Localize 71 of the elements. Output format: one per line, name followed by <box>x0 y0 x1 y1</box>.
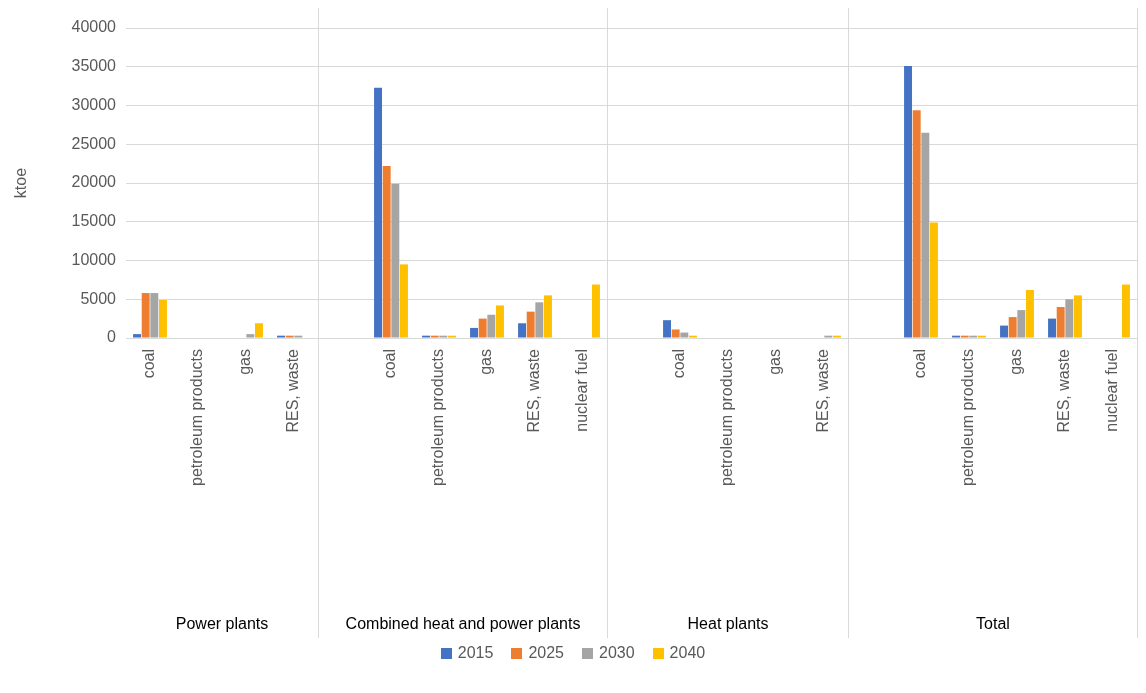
bar <box>1025 289 1034 338</box>
bar <box>141 293 150 338</box>
x-axis-title: Heat plants <box>687 614 769 632</box>
bar <box>374 87 383 338</box>
y-tick-label: 30000 <box>71 95 117 113</box>
x-axis-title: Power plants <box>175 614 269 632</box>
bar <box>671 329 680 338</box>
bar <box>912 110 921 338</box>
y-tick-label: 25000 <box>71 134 117 152</box>
bar <box>929 222 938 338</box>
x-tick-label: coal <box>911 349 929 379</box>
legend-label: 2040 <box>669 644 706 662</box>
bar <box>495 305 504 338</box>
bar <box>1048 318 1057 338</box>
bar <box>663 320 672 338</box>
bar <box>246 334 255 338</box>
bar <box>921 132 930 338</box>
x-tick-label: gas <box>477 349 495 375</box>
bar <box>591 284 600 338</box>
x-axis-title: Combined heat and power plants <box>345 614 581 632</box>
x-tick-label: coal <box>670 349 688 379</box>
x-tick-label: petroleum products <box>718 349 736 486</box>
x-tick-label: RES, waste <box>1055 348 1073 433</box>
bar <box>518 323 527 338</box>
bar <box>158 300 167 338</box>
bar <box>1017 310 1026 338</box>
bar <box>150 293 159 338</box>
bar <box>487 314 496 338</box>
x-tick-label: gas <box>1007 349 1025 375</box>
y-axis-title: ktoe <box>12 167 30 199</box>
bar <box>133 334 142 338</box>
legend-label: 2015 <box>457 644 494 662</box>
y-tick-label: 20000 <box>71 173 117 191</box>
bar <box>535 302 544 338</box>
x-tick-label: RES, waste <box>525 348 543 433</box>
bar <box>399 264 408 338</box>
bar <box>1121 284 1130 338</box>
x-tick-label: RES, waste <box>284 348 302 433</box>
x-tick-label: petroleum products <box>429 349 447 486</box>
bar <box>382 165 391 338</box>
x-tick-label: RES, waste <box>814 348 832 433</box>
x-tick-label: gas <box>766 349 784 375</box>
bar <box>680 332 689 338</box>
bar <box>470 327 479 338</box>
x-tick-label: petroleum products <box>188 349 206 486</box>
bar <box>1056 307 1065 338</box>
bar <box>904 65 913 338</box>
y-tick-label: 35000 <box>71 57 117 75</box>
x-tick-label: gas <box>236 349 254 375</box>
y-tick-label: 40000 <box>71 18 117 36</box>
y-tick-label: 10000 <box>71 250 117 268</box>
x-tick-label: petroleum products <box>959 349 977 486</box>
bar <box>254 323 263 338</box>
bar <box>1073 295 1082 338</box>
x-tick-label: nuclear fuel <box>573 349 591 432</box>
legend-label: 2030 <box>599 644 635 662</box>
legend-label: 2025 <box>528 644 564 662</box>
y-tick-label: 0 <box>107 328 117 346</box>
bar <box>1065 299 1074 338</box>
x-tick-label: coal <box>140 349 158 379</box>
bar <box>478 318 487 338</box>
y-tick-label: 15000 <box>71 212 117 230</box>
bar <box>1008 317 1017 338</box>
bar <box>1000 325 1009 338</box>
bar <box>526 311 535 338</box>
x-tick-label: nuclear fuel <box>1103 349 1121 432</box>
bar <box>543 295 552 338</box>
x-tick-label: coal <box>381 349 399 379</box>
bar <box>391 183 400 338</box>
x-axis-title: Total <box>976 614 1010 632</box>
y-tick-label: 5000 <box>80 289 117 307</box>
